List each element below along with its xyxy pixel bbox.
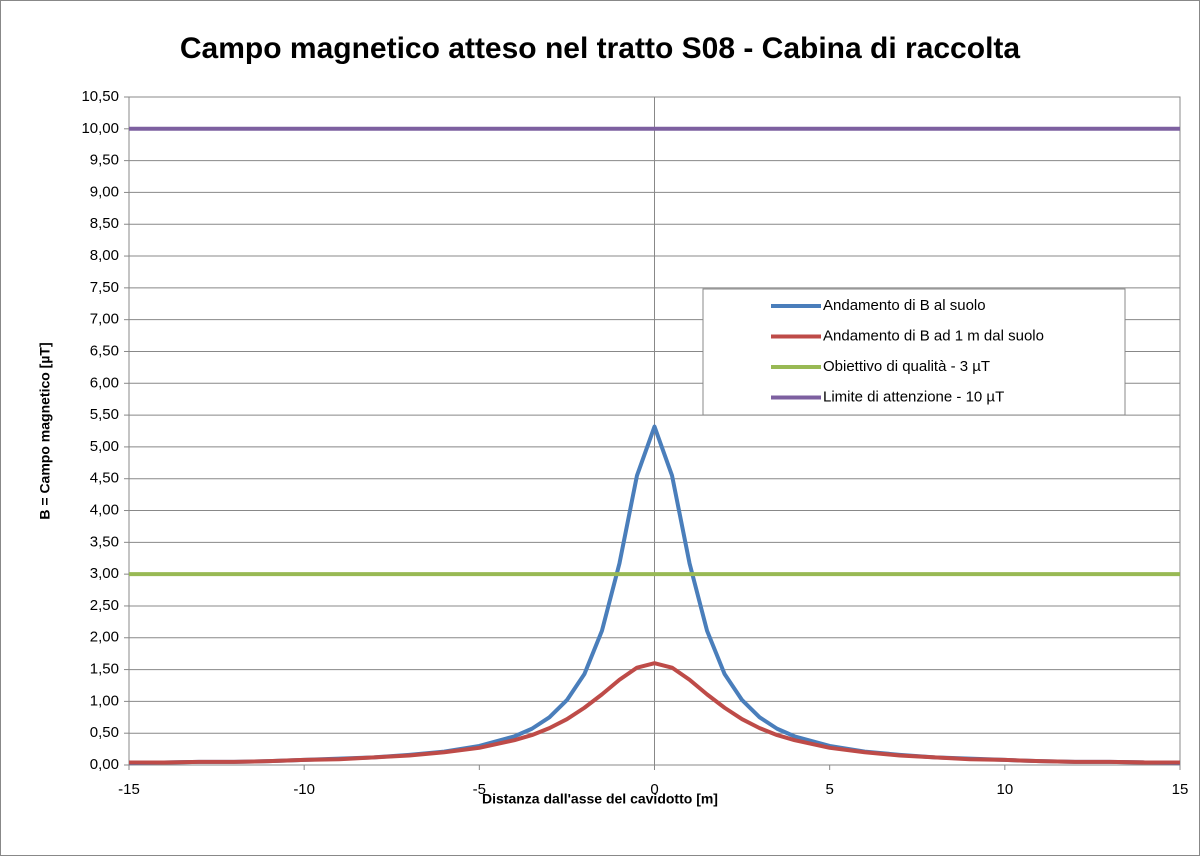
y-tick-label: 10,00 bbox=[81, 120, 119, 137]
x-axis-label: Distanza dall'asse del cavidotto [m] bbox=[482, 791, 718, 807]
x-tick-label: 15 bbox=[1172, 781, 1189, 798]
legend-label: Andamento di B al suolo bbox=[823, 297, 986, 314]
series-line bbox=[129, 661, 1180, 765]
y-tick-label: 4,00 bbox=[90, 501, 119, 518]
y-tick-label: 7,50 bbox=[90, 279, 119, 296]
x-tick-label: -15 bbox=[118, 781, 140, 798]
y-tick-label: 9,00 bbox=[90, 183, 119, 200]
y-tick-label: 8,50 bbox=[90, 215, 119, 232]
y-tick-label: 7,00 bbox=[90, 311, 119, 328]
plot-border bbox=[128, 96, 1181, 766]
x-tick-label: 0 bbox=[650, 781, 658, 798]
y-tick-label: 4,50 bbox=[90, 470, 119, 487]
y-tick-label: 1,00 bbox=[90, 692, 119, 709]
y-tick-label: 10,50 bbox=[81, 88, 119, 105]
chart-title: Campo magnetico atteso nel tratto S08 - … bbox=[180, 32, 1021, 65]
y-tick-label: 0,50 bbox=[90, 724, 119, 741]
legend-box bbox=[702, 288, 1126, 416]
y-tick-label: 9,50 bbox=[90, 152, 119, 169]
y-tick-label: 6,50 bbox=[90, 342, 119, 359]
x-tick-label: -5 bbox=[473, 781, 486, 798]
y-tick-label: 3,00 bbox=[90, 565, 119, 582]
x-tick-label: 5 bbox=[825, 781, 833, 798]
y-tick-label: 6,00 bbox=[90, 374, 119, 391]
y-axis-label: B = Campo magnetico [µT] bbox=[37, 342, 53, 519]
y-tick-label: 1,50 bbox=[90, 661, 119, 678]
legend-label: Andamento di B ad 1 m dal suolo bbox=[823, 327, 1044, 344]
y-tick-label: 3,50 bbox=[90, 533, 119, 550]
x-tick-label: -10 bbox=[293, 781, 315, 798]
y-tick-label: 2,00 bbox=[90, 629, 119, 646]
y-tick-label: 0,00 bbox=[90, 756, 119, 773]
legend-label: Limite di attenzione - 10 µT bbox=[823, 388, 1004, 405]
y-tick-label: 8,00 bbox=[90, 247, 119, 264]
y-tick-label: 5,00 bbox=[90, 438, 119, 455]
y-tick-label: 5,50 bbox=[90, 406, 119, 423]
x-tick-label: 10 bbox=[996, 781, 1013, 798]
y-tick-label: 2,50 bbox=[90, 597, 119, 614]
legend-label: Obiettivo di qualità - 3 µT bbox=[823, 358, 990, 375]
